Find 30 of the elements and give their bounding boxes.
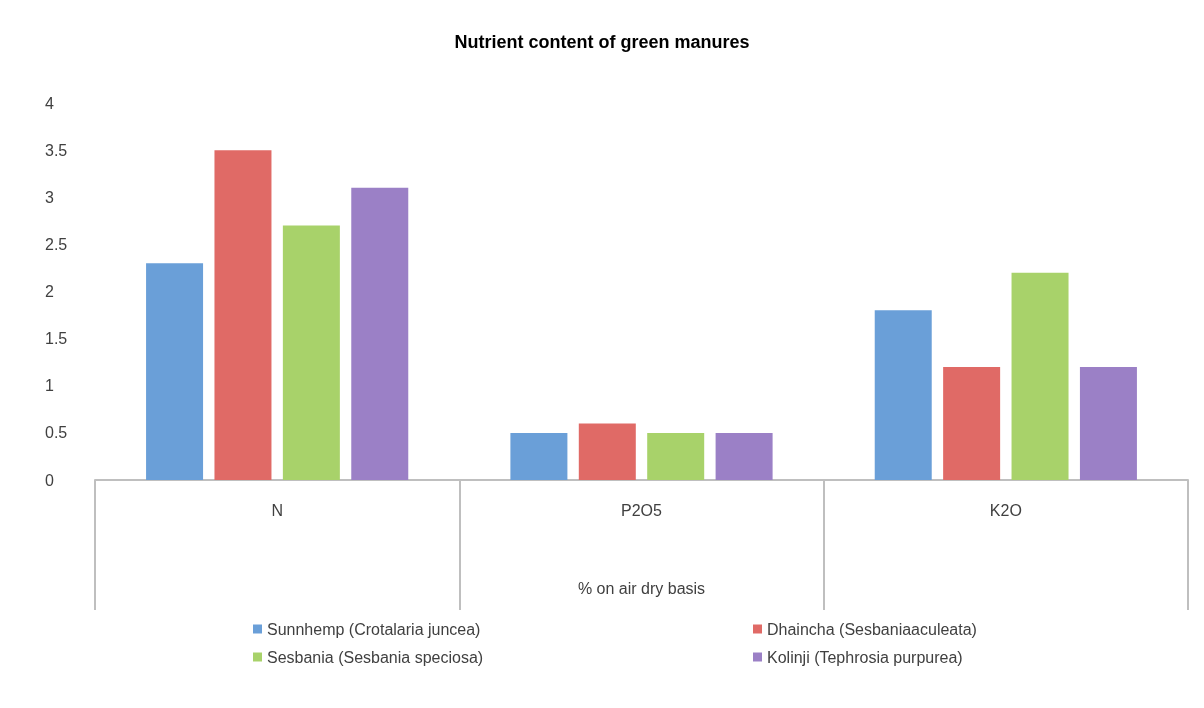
bar [1079, 366, 1137, 480]
bar [715, 432, 773, 480]
legend-label: Dhaincha (Sesbaniaaculeata) [767, 620, 977, 638]
x-axis-title: % on air dry basis [577, 579, 706, 597]
x-tick-label: P2O5 [621, 501, 663, 519]
y-tick-label: 3 [45, 188, 54, 206]
x-tick-label: N [271, 501, 283, 519]
bar [578, 423, 636, 480]
bar [214, 150, 272, 480]
bar [943, 366, 1001, 480]
bar [874, 310, 932, 480]
y-tick-label: 2 [45, 283, 54, 300]
y-tick-label: 0 [45, 471, 54, 489]
y-tick-label: 1 [45, 377, 54, 395]
x-tick-label: K2O [989, 501, 1022, 519]
y-tick-label: 1.5 [45, 330, 68, 348]
bar [146, 263, 204, 480]
legend-label: Sesbania (Sesbania speciosa) [267, 648, 484, 666]
legend-label: Kolinji (Tephrosia purpurea) [767, 648, 963, 666]
y-tick-label: 0.5 [45, 424, 68, 442]
bar [351, 187, 409, 480]
bar [282, 225, 340, 480]
bar [510, 432, 568, 480]
y-tick-label: 2.5 [45, 235, 68, 253]
bar [1011, 272, 1069, 480]
y-tick-label: 3.5 [45, 141, 68, 159]
legend-label: Sunnhemp (Crotalaria juncea) [267, 620, 481, 638]
bar [647, 432, 705, 480]
y-tick-label: 4 [45, 94, 54, 112]
chart-title: Nutrient content of green manures [454, 32, 750, 52]
